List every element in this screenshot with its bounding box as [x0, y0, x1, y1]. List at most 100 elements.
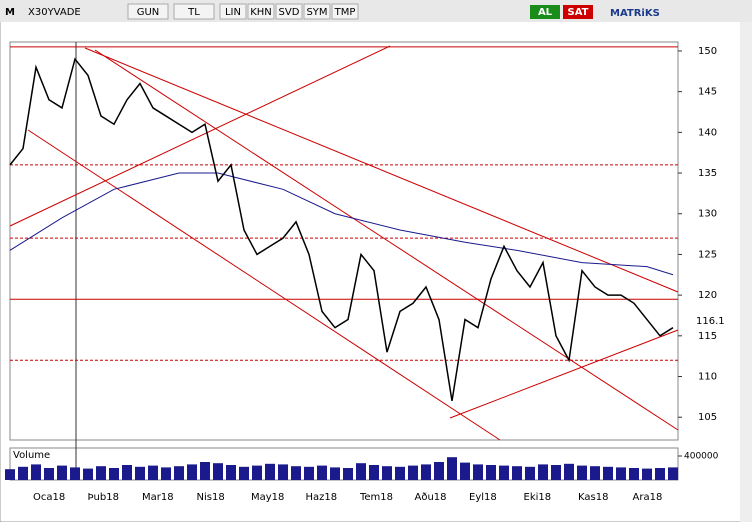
toolbar-button-label: KHN — [250, 7, 272, 18]
volume-bar — [83, 468, 93, 480]
last-price-label: 116.1 — [696, 316, 725, 327]
volume-bar — [70, 467, 80, 480]
volume-bar — [239, 466, 249, 480]
y-tick-label: 110 — [698, 372, 717, 383]
volume-bar — [135, 466, 145, 480]
volume-bar — [161, 467, 171, 480]
toolbar-button-label: TL — [187, 7, 200, 18]
toolbar-button-label: SVD — [279, 7, 300, 18]
volume-bar — [525, 466, 535, 480]
volume-bar — [538, 464, 548, 480]
y-tick-label: 125 — [698, 249, 717, 260]
toolbar-button-label: GUN — [137, 7, 160, 18]
trend-lines — [9, 45, 679, 441]
volume-bar — [460, 462, 470, 480]
toolbar-button[interactable] — [275, 3, 303, 20]
y-tick-label: 150 — [698, 46, 717, 57]
brand: MATRiKS — [610, 8, 660, 19]
volume-bar — [551, 465, 561, 480]
x-tick-label: May18 — [251, 492, 284, 503]
volume-bar — [226, 465, 236, 480]
volume-bar — [642, 468, 652, 480]
volume-bar — [304, 466, 314, 480]
y-tick-label: 130 — [698, 209, 717, 220]
volume-bar — [278, 464, 288, 480]
plot-area — [9, 41, 679, 441]
volume-bar — [629, 468, 639, 480]
volume-bar — [174, 466, 184, 480]
volume-bar — [395, 466, 405, 480]
sell-label: SAT — [568, 7, 589, 18]
x-tick-label: Mar18 — [142, 492, 174, 503]
y-tick-label: 105 — [698, 412, 717, 423]
y-tick-label: 115 — [698, 331, 717, 342]
x-tick-label: Oca18 — [33, 492, 65, 503]
sell-button[interactable] — [563, 5, 593, 19]
symbol: X30YVADE — [28, 7, 81, 18]
volume-bar — [187, 464, 197, 480]
volume-bar — [356, 463, 366, 480]
toolbar-button[interactable] — [247, 3, 275, 20]
price-line — [9, 57, 674, 402]
toolbar-button-label: TMP — [334, 7, 356, 18]
y-tick-label: 140 — [698, 127, 717, 138]
volume-bar — [252, 465, 262, 480]
volume-bar — [590, 466, 600, 480]
volume-bar — [213, 463, 223, 480]
volume-bar — [577, 465, 587, 480]
volume-bar — [317, 465, 327, 480]
volume-bar — [434, 462, 444, 480]
last-price-box — [688, 314, 718, 326]
volume-bar — [5, 469, 15, 480]
buy-button[interactable] — [530, 5, 560, 19]
toolbar-button-label: LIN — [225, 7, 241, 18]
volume-bar — [408, 465, 418, 480]
ma-line — [9, 172, 674, 276]
volume-bar — [421, 464, 431, 480]
x-tick-label: Tem18 — [359, 492, 393, 503]
volume-bar — [486, 465, 496, 480]
volume-bar — [655, 468, 665, 480]
volume-bar — [109, 468, 119, 480]
volume-bar — [44, 468, 54, 480]
volume-bar — [616, 467, 626, 480]
toolbar-button[interactable] — [331, 3, 359, 20]
volume-bar — [343, 468, 353, 480]
volume-bar — [512, 466, 522, 480]
volume-bar — [564, 463, 574, 480]
volume-tick-label: 400000 — [684, 452, 719, 462]
volume-bar — [499, 465, 509, 480]
y-tick-label: 145 — [698, 87, 717, 98]
scrollbar[interactable] — [740, 22, 752, 522]
volume-bar — [668, 467, 678, 480]
volume-bar — [31, 464, 41, 480]
volume-bar — [447, 457, 457, 480]
volume-bar — [473, 464, 483, 480]
x-tick-label: Eki18 — [524, 492, 552, 503]
toolbar-button[interactable] — [303, 3, 331, 20]
x-tick-label: Haz18 — [306, 492, 338, 503]
x-tick-label: Ara18 — [633, 492, 663, 503]
volume-bar — [200, 462, 210, 480]
toolbar-button[interactable] — [219, 3, 247, 20]
buy-label: AL — [538, 7, 553, 18]
y-tick-label: 120 — [698, 290, 717, 301]
volume-bar — [18, 466, 28, 480]
volume-bar — [382, 466, 392, 480]
volume-bar — [148, 465, 158, 480]
toolbar-button[interactable] — [173, 3, 215, 20]
volume-label: Volume — [13, 450, 50, 461]
toolbar-button-label: SYM — [306, 7, 327, 18]
x-tick-label: Aðu18 — [415, 492, 447, 503]
x-tick-label: Þub18 — [88, 492, 119, 503]
volume-bar — [291, 466, 301, 480]
volume-bar — [603, 466, 613, 480]
volume-bar — [330, 467, 340, 480]
logo: M — [5, 7, 15, 18]
toolbar-button[interactable] — [127, 3, 169, 20]
x-tick-label: Eyl18 — [469, 492, 497, 503]
x-tick-label: Kas18 — [578, 492, 608, 503]
volume-bar — [369, 465, 379, 480]
y-tick-label: 135 — [698, 168, 717, 179]
